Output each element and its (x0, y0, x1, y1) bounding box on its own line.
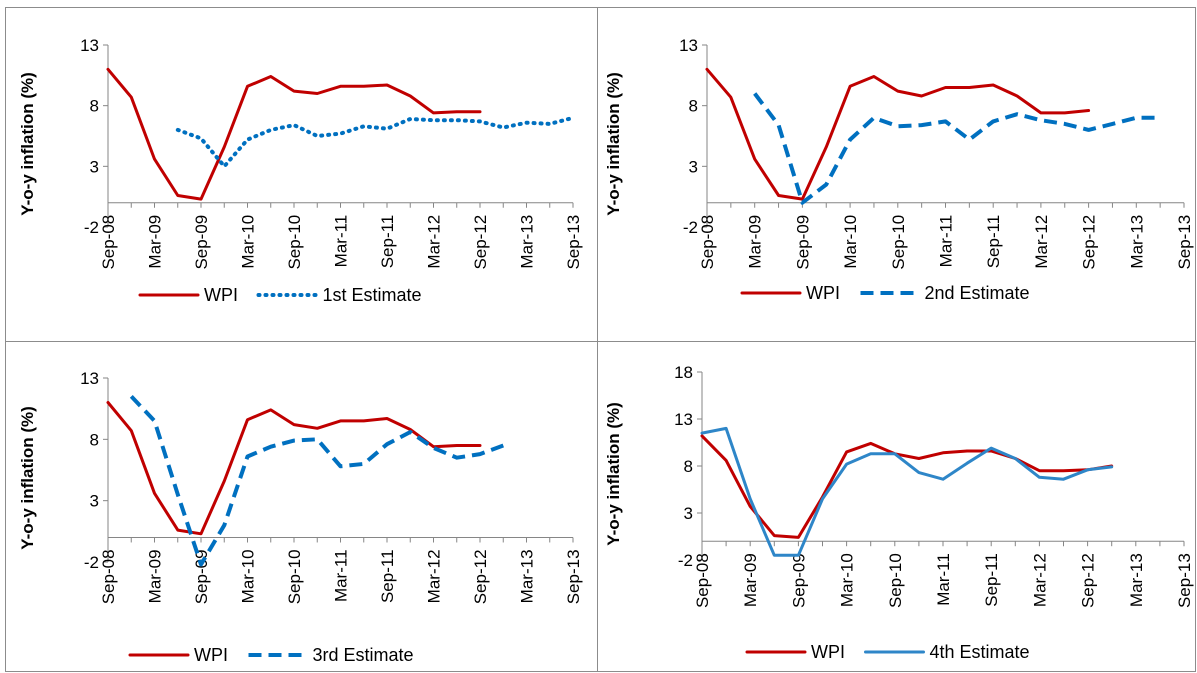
x-tick-label: Mar-09 (146, 549, 165, 603)
x-tick-label: Sep-09 (793, 215, 812, 270)
x-tick-label: Sep-12 (1080, 215, 1099, 270)
x-tick-label: Sep-11 (982, 553, 1001, 607)
x-tick-label: Mar-13 (518, 215, 537, 269)
y-tick-label: 18 (674, 363, 693, 382)
y-tick-label: 13 (80, 369, 99, 388)
legend-label: WPI (194, 645, 228, 665)
y-tick-label: 13 (80, 36, 99, 55)
x-tick-label: Mar-12 (425, 215, 444, 269)
legend: WPI 2nd Estimate (740, 283, 1030, 303)
x-tick-label: Sep-08 (693, 553, 712, 608)
series-line (753, 92, 1161, 205)
x-tick-label: Mar-11 (937, 215, 956, 268)
y-tick-label: 8 (684, 457, 693, 476)
x-tick-label: Sep-10 (889, 215, 908, 270)
x-tick-label: Sep-13 (564, 549, 583, 604)
y-tick-label: 13 (679, 36, 698, 55)
x-tick-label: Sep-11 (378, 215, 397, 269)
x-tick-label: Mar-11 (934, 553, 953, 606)
x-tick-label: Sep-09 (192, 549, 211, 604)
series-line (700, 426, 1114, 557)
legend: WPI 1st Estimate (138, 285, 422, 305)
y-tick-label: -2 (84, 553, 99, 572)
legend: WPI 3rd Estimate (128, 645, 414, 665)
x-tick-label: Sep-12 (1079, 553, 1098, 608)
x-tick-label: Mar-10 (239, 549, 258, 603)
y-tick-label: 3 (689, 157, 698, 176)
chart-svg: -2 3 8 13 18 Sep-08 Mar-09 Sep-09 Mar-10 Sep-10 Ma… (604, 363, 1194, 662)
legend-label: 4th Estimate (930, 642, 1030, 662)
x-tick-label: Mar-13 (1127, 215, 1146, 269)
x-tick-label: Sep-08 (99, 549, 118, 604)
x-tick-label: Sep-11 (984, 215, 1003, 269)
x-tick-label: Sep-09 (789, 553, 808, 608)
chart-svg: -2 3 8 13 Sep-08 Mar-09 Sep-09 Mar-10 Sep-10 Mar-… (604, 36, 1194, 303)
chart-svg: -2 3 8 13 Sep-08 Mar-09 Sep-09 Mar-10 Sep-10 Mar-… (18, 369, 583, 665)
y-tick-label: 8 (689, 97, 698, 116)
y-tick-label: 8 (90, 97, 99, 116)
y-axis-title: Y-o-y inflation (%) (604, 72, 623, 216)
series-line (129, 395, 504, 567)
x-tick-label: Sep-12 (471, 549, 490, 604)
legend-label: 2nd Estimate (925, 283, 1030, 303)
series-line (175, 115, 575, 169)
x-tick-label: Sep-13 (564, 215, 583, 270)
x-tick-label: Sep-13 (1175, 215, 1194, 270)
y-tick-label: 8 (90, 430, 99, 449)
x-tick-label: Mar-09 (741, 553, 760, 607)
x-tick-label: Sep-13 (1175, 553, 1194, 608)
series-line (106, 401, 482, 536)
legend-label: WPI (811, 642, 845, 662)
y-tick-label: 3 (90, 492, 99, 511)
y-tick-label: 3 (684, 504, 693, 523)
x-tick-label: Sep-08 (99, 215, 118, 270)
legend-label: WPI (204, 285, 238, 305)
y-tick-label: -2 (683, 218, 698, 237)
y-axis-title: Y-o-y inflation (%) (18, 72, 37, 216)
x-tick-label: Mar-11 (332, 215, 351, 268)
y-tick-label: -2 (678, 551, 693, 570)
chart-svg: -2 3 8 13 Sep-08 Mar-09 Sep-09 Mar-10 Sep-10 Mar-… (18, 36, 583, 305)
series-line (705, 67, 1091, 201)
chart-panel-4th-estimate: -2 3 8 13 18 Sep-08 Mar-09 Sep-09 Mar-10 Sep-10 Ma… (597, 341, 1196, 672)
x-tick-label: Mar-09 (146, 215, 165, 269)
x-tick-label: Mar-11 (332, 549, 351, 602)
y-tick-label: 3 (90, 157, 99, 176)
chart-panel-2nd-estimate: -2 3 8 13 Sep-08 Mar-09 Sep-09 Mar-10 Sep-10 Mar-… (597, 7, 1196, 342)
legend-label: WPI (806, 283, 840, 303)
x-tick-label: Sep-12 (471, 215, 490, 270)
x-tick-label: Sep-09 (192, 215, 211, 270)
series-line (106, 67, 482, 201)
chart-panel-3rd-estimate: -2 3 8 13 Sep-08 Mar-09 Sep-09 Mar-10 Sep-10 Mar-… (5, 341, 598, 672)
x-tick-label: Mar-12 (1030, 553, 1049, 607)
y-tick-label: -2 (84, 218, 99, 237)
legend-label: 3rd Estimate (313, 645, 414, 665)
series-line (700, 434, 1114, 539)
x-tick-label: Mar-10 (841, 215, 860, 269)
x-tick-label: Mar-12 (1032, 215, 1051, 269)
legend: WPI 4th Estimate (745, 642, 1030, 662)
x-tick-label: Mar-10 (239, 215, 258, 269)
y-axis-title: Y-o-y inflation (%) (604, 402, 623, 546)
x-tick-label: Mar-10 (838, 553, 857, 607)
x-tick-label: Sep-10 (285, 215, 304, 270)
y-axis-title: Y-o-y inflation (%) (18, 406, 37, 550)
x-tick-label: Mar-12 (425, 549, 444, 603)
x-tick-label: Sep-10 (886, 553, 905, 608)
y-tick-label: 13 (674, 410, 693, 429)
x-tick-label: Mar-13 (1127, 553, 1146, 607)
x-tick-label: Sep-11 (378, 549, 397, 603)
x-tick-label: Sep-10 (285, 549, 304, 604)
legend-label: 1st Estimate (323, 285, 422, 305)
x-tick-label: Mar-09 (746, 215, 765, 269)
chart-panel-1st-estimate: -2 3 8 13 Sep-08 Mar-09 Sep-09 Mar-10 Sep-10 Mar-… (5, 7, 598, 342)
x-tick-label: Sep-08 (698, 215, 717, 270)
x-tick-label: Mar-13 (518, 549, 537, 603)
